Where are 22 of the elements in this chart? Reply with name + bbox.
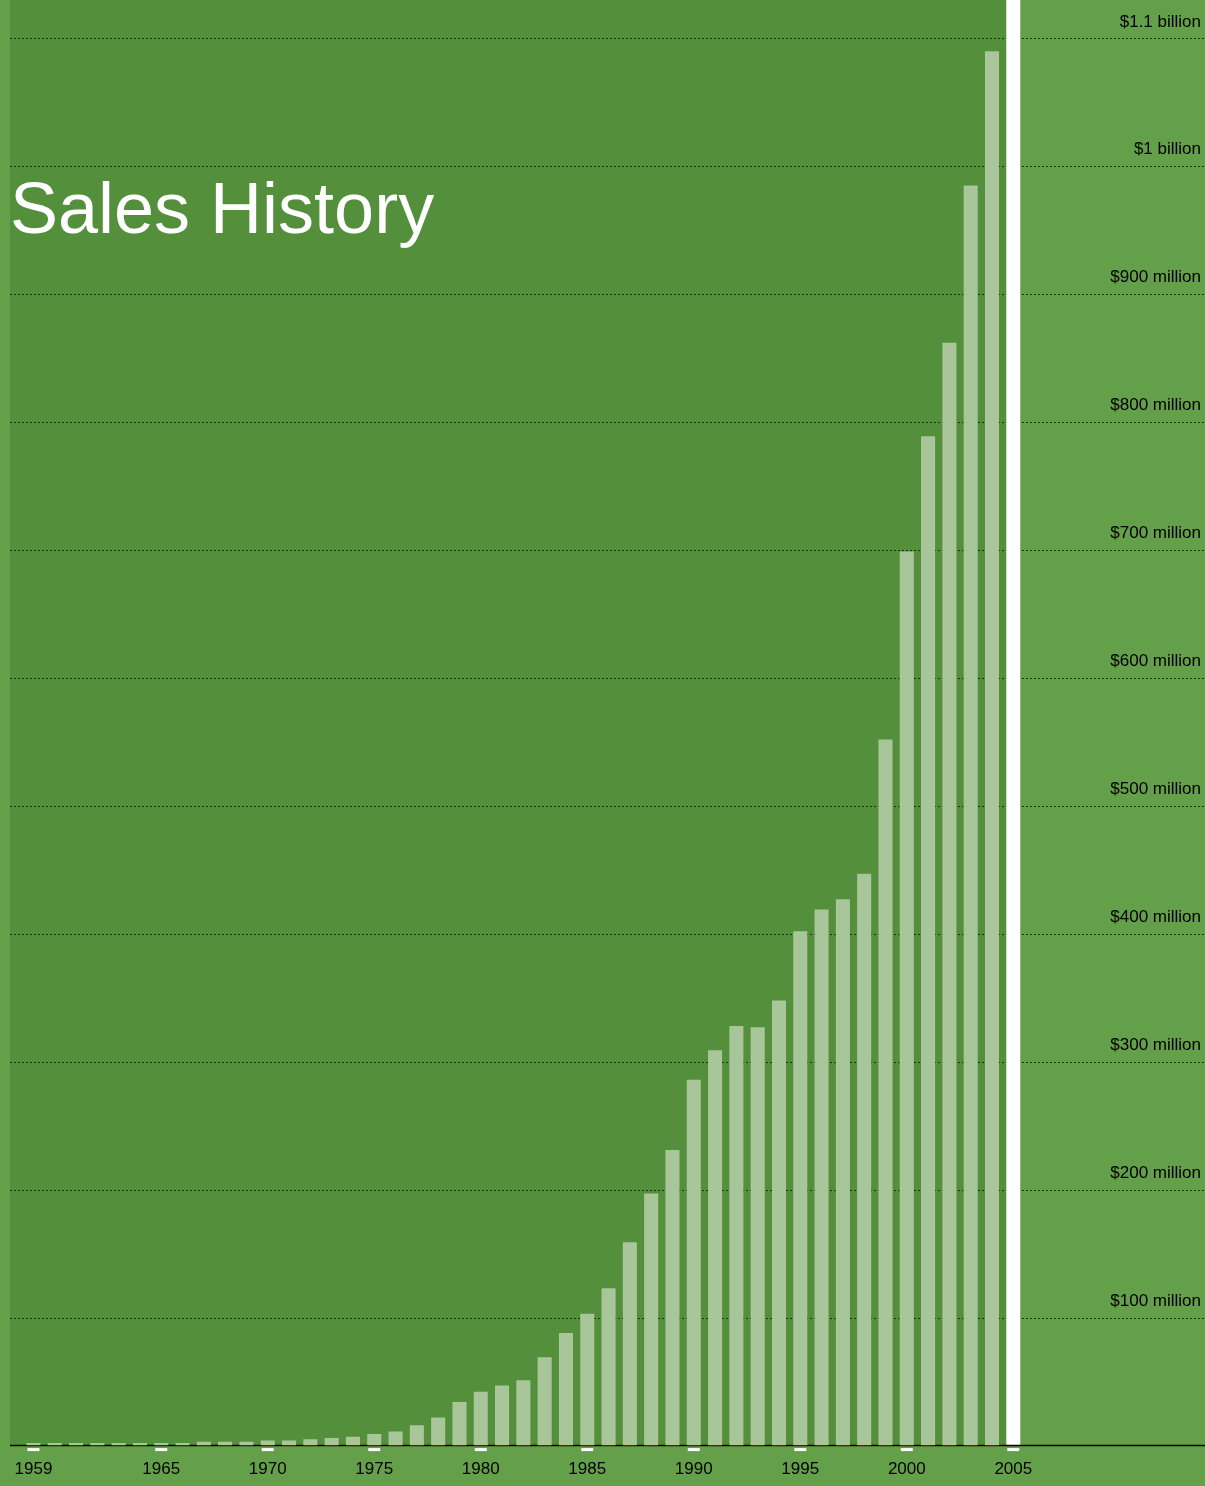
y-tick-label: $900 million [1110, 267, 1201, 287]
text: Sales History [10, 168, 435, 248]
x-tick-label: 2005 [994, 1459, 1033, 1479]
y-tick-label: $600 million [1110, 651, 1201, 671]
x-tick-label: 1985 [568, 1459, 607, 1479]
x-tick-label: 1990 [674, 1459, 713, 1479]
x-tick-label: 2000 [887, 1459, 926, 1479]
x-tick-label: 1995 [781, 1459, 820, 1479]
x-tick-label: 1980 [461, 1459, 500, 1479]
x-tick-label: 1970 [248, 1459, 287, 1479]
x-tick-label: 1959 [14, 1459, 53, 1479]
y-tick-label: $100 million [1110, 1290, 1201, 1310]
y-tick-label: $700 million [1110, 523, 1201, 543]
y-tick-label: $500 million [1110, 779, 1201, 799]
y-tick-label: $1 billion [1133, 139, 1201, 159]
y-tick-label: $1.1 billion [1119, 11, 1201, 31]
y-tick-label: $200 million [1110, 1162, 1201, 1182]
y-tick-label: $300 million [1110, 1035, 1201, 1054]
y-tick-label: $400 million [1110, 907, 1201, 927]
x-tick-label: 1975 [355, 1459, 394, 1479]
x-tick-label: 1965 [142, 1459, 181, 1479]
y-tick-label: $800 million [1110, 395, 1201, 415]
